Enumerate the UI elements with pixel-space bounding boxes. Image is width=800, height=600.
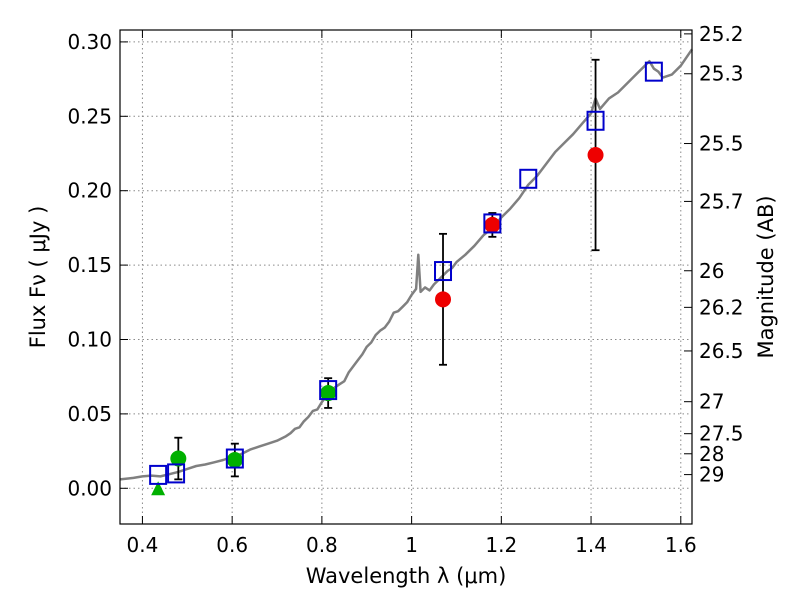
data-point [484, 216, 501, 233]
model-point [519, 168, 538, 189]
model-point [644, 61, 663, 82]
right-tick-label: 28 [699, 442, 724, 466]
y-axis-label: Flux Fν ( μJy ) [26, 206, 50, 349]
y-tick-label: 0.10 [67, 327, 112, 351]
data-point [226, 452, 243, 469]
y-tick-label: 0.25 [67, 104, 112, 128]
y-tick-label: 0.30 [67, 30, 112, 54]
model-point [434, 261, 453, 282]
right-axis-label: Magnitude (AB) [754, 195, 778, 358]
x-tick-label: 0.4 [127, 533, 159, 557]
x-tick-label: 1.6 [665, 533, 697, 557]
x-tick-label: 1.2 [485, 533, 517, 557]
right-tick-label: 26.5 [699, 339, 744, 363]
right-tick-label: 27.5 [699, 422, 744, 446]
grid [120, 30, 692, 524]
right-tick-label: 26 [699, 259, 724, 283]
model-point [149, 464, 168, 485]
data-point [587, 146, 604, 163]
plot-frame [119, 29, 693, 525]
y-tick-label: 0.05 [67, 402, 112, 426]
right-tick-label: 25.5 [699, 132, 744, 156]
spectrum-line [119, 48, 694, 481]
x-tick-label: 1.4 [575, 533, 607, 557]
axes: 0.4 0.6 0.8 1 1.2 1.4 1.6 0.00 0.05 0.10 0.15 0.20 0… [67, 22, 743, 557]
right-tick-label: 26.2 [699, 295, 744, 319]
upper-limit-marker [151, 481, 166, 496]
y-tick-label: 0.20 [67, 179, 112, 203]
model-point [319, 380, 338, 401]
x-axis-label: Wavelength λ (μm) [306, 564, 507, 588]
data-layer [119, 48, 694, 496]
right-tick-label: 25.3 [699, 62, 744, 86]
right-tick-label: 27 [699, 390, 724, 414]
x-tick-label: 0.8 [306, 533, 338, 557]
model-point [225, 448, 244, 469]
model-point [586, 110, 605, 131]
x-tick-label: 0.6 [216, 533, 248, 557]
model-point [483, 213, 502, 234]
data-point [170, 450, 187, 467]
model-point [167, 463, 186, 484]
y-tick-label: 0.15 [67, 253, 112, 277]
right-tick-label: 29 [699, 463, 724, 487]
y-tick-label: 0.00 [67, 476, 112, 500]
data-point [435, 291, 452, 308]
x-tick-label: 1 [405, 533, 418, 557]
right-tick-label: 25.7 [699, 189, 744, 213]
right-tick-label: 25.2 [699, 22, 744, 46]
